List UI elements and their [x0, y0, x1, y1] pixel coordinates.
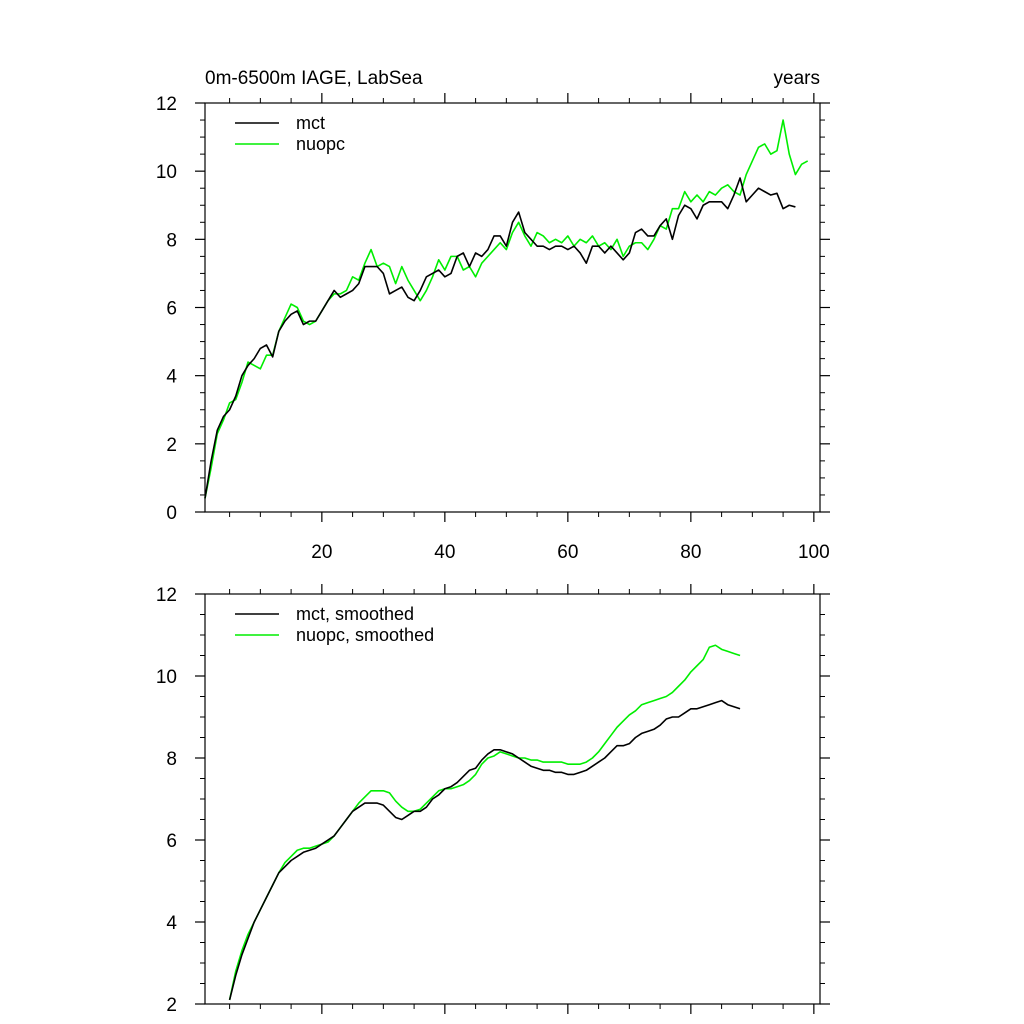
series-line-nuopc-smoothed [228, 644, 741, 1001]
axis-ticks: 2 4 6 8 10 12 [156, 584, 830, 1016]
y-tick-label: 4 [166, 913, 177, 934]
y-tick-label: 8 [166, 230, 177, 251]
x-tick-label: 20 [311, 542, 332, 563]
y-tick-label: 12 [156, 585, 177, 606]
chart-title: 0m-6500m IAGE, LabSea [205, 68, 423, 89]
y-tick-label: 2 [166, 435, 177, 456]
x-tick-label: 100 [798, 542, 830, 563]
y-tick-label: 10 [156, 667, 177, 688]
y-tick-label: 6 [166, 831, 177, 852]
legend-label: mct [296, 113, 325, 133]
x-tick-label: 40 [434, 542, 455, 563]
legend-label: mct, smoothed [296, 604, 414, 624]
y-tick-label: 8 [166, 749, 177, 770]
y-tick-label: 2 [166, 995, 177, 1016]
x-tick-label: 60 [557, 542, 578, 563]
legend-label: nuopc, smoothed [296, 625, 434, 645]
axis-ticks: 20 40 60 80 100 0 2 4 6 8 10 12 [156, 93, 830, 563]
y-tick-label: 4 [166, 367, 177, 388]
legend-label: nuopc [296, 134, 345, 154]
series-line-mct-smoothed [228, 699, 741, 1001]
top-panel: 0m-6500m IAGE, LabSea years 20 40 60 80 100 0… [156, 68, 830, 563]
y-tick-label: 12 [156, 94, 177, 115]
series-group [204, 119, 809, 499]
y-tick-label: 10 [156, 162, 177, 183]
x-tick-label: 80 [680, 542, 701, 563]
series-line-nuopc [204, 119, 809, 499]
y-tick-label: 0 [166, 503, 177, 524]
series-group [228, 644, 741, 1001]
y-tick-label: 6 [166, 299, 177, 320]
chart-title-right: years [774, 68, 820, 89]
plot-frame [204, 593, 821, 1005]
series-line-mct [204, 177, 796, 499]
